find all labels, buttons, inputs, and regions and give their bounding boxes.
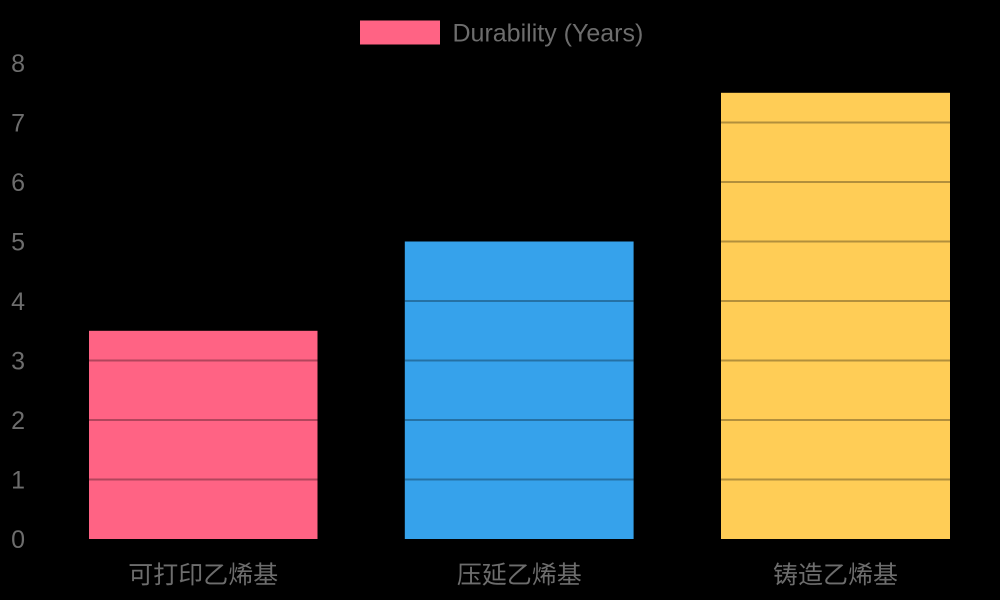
- svg-text:2: 2: [11, 407, 25, 435]
- svg-text:6: 6: [11, 169, 25, 197]
- svg-text:Durability (Years): Durability (Years): [453, 20, 644, 48]
- svg-text:4: 4: [11, 288, 25, 316]
- svg-text:7: 7: [11, 110, 25, 138]
- svg-text:0: 0: [11, 526, 25, 554]
- svg-text:5: 5: [11, 229, 25, 257]
- svg-text:3: 3: [11, 348, 25, 376]
- svg-text:1: 1: [11, 467, 25, 495]
- svg-text:8: 8: [11, 50, 25, 78]
